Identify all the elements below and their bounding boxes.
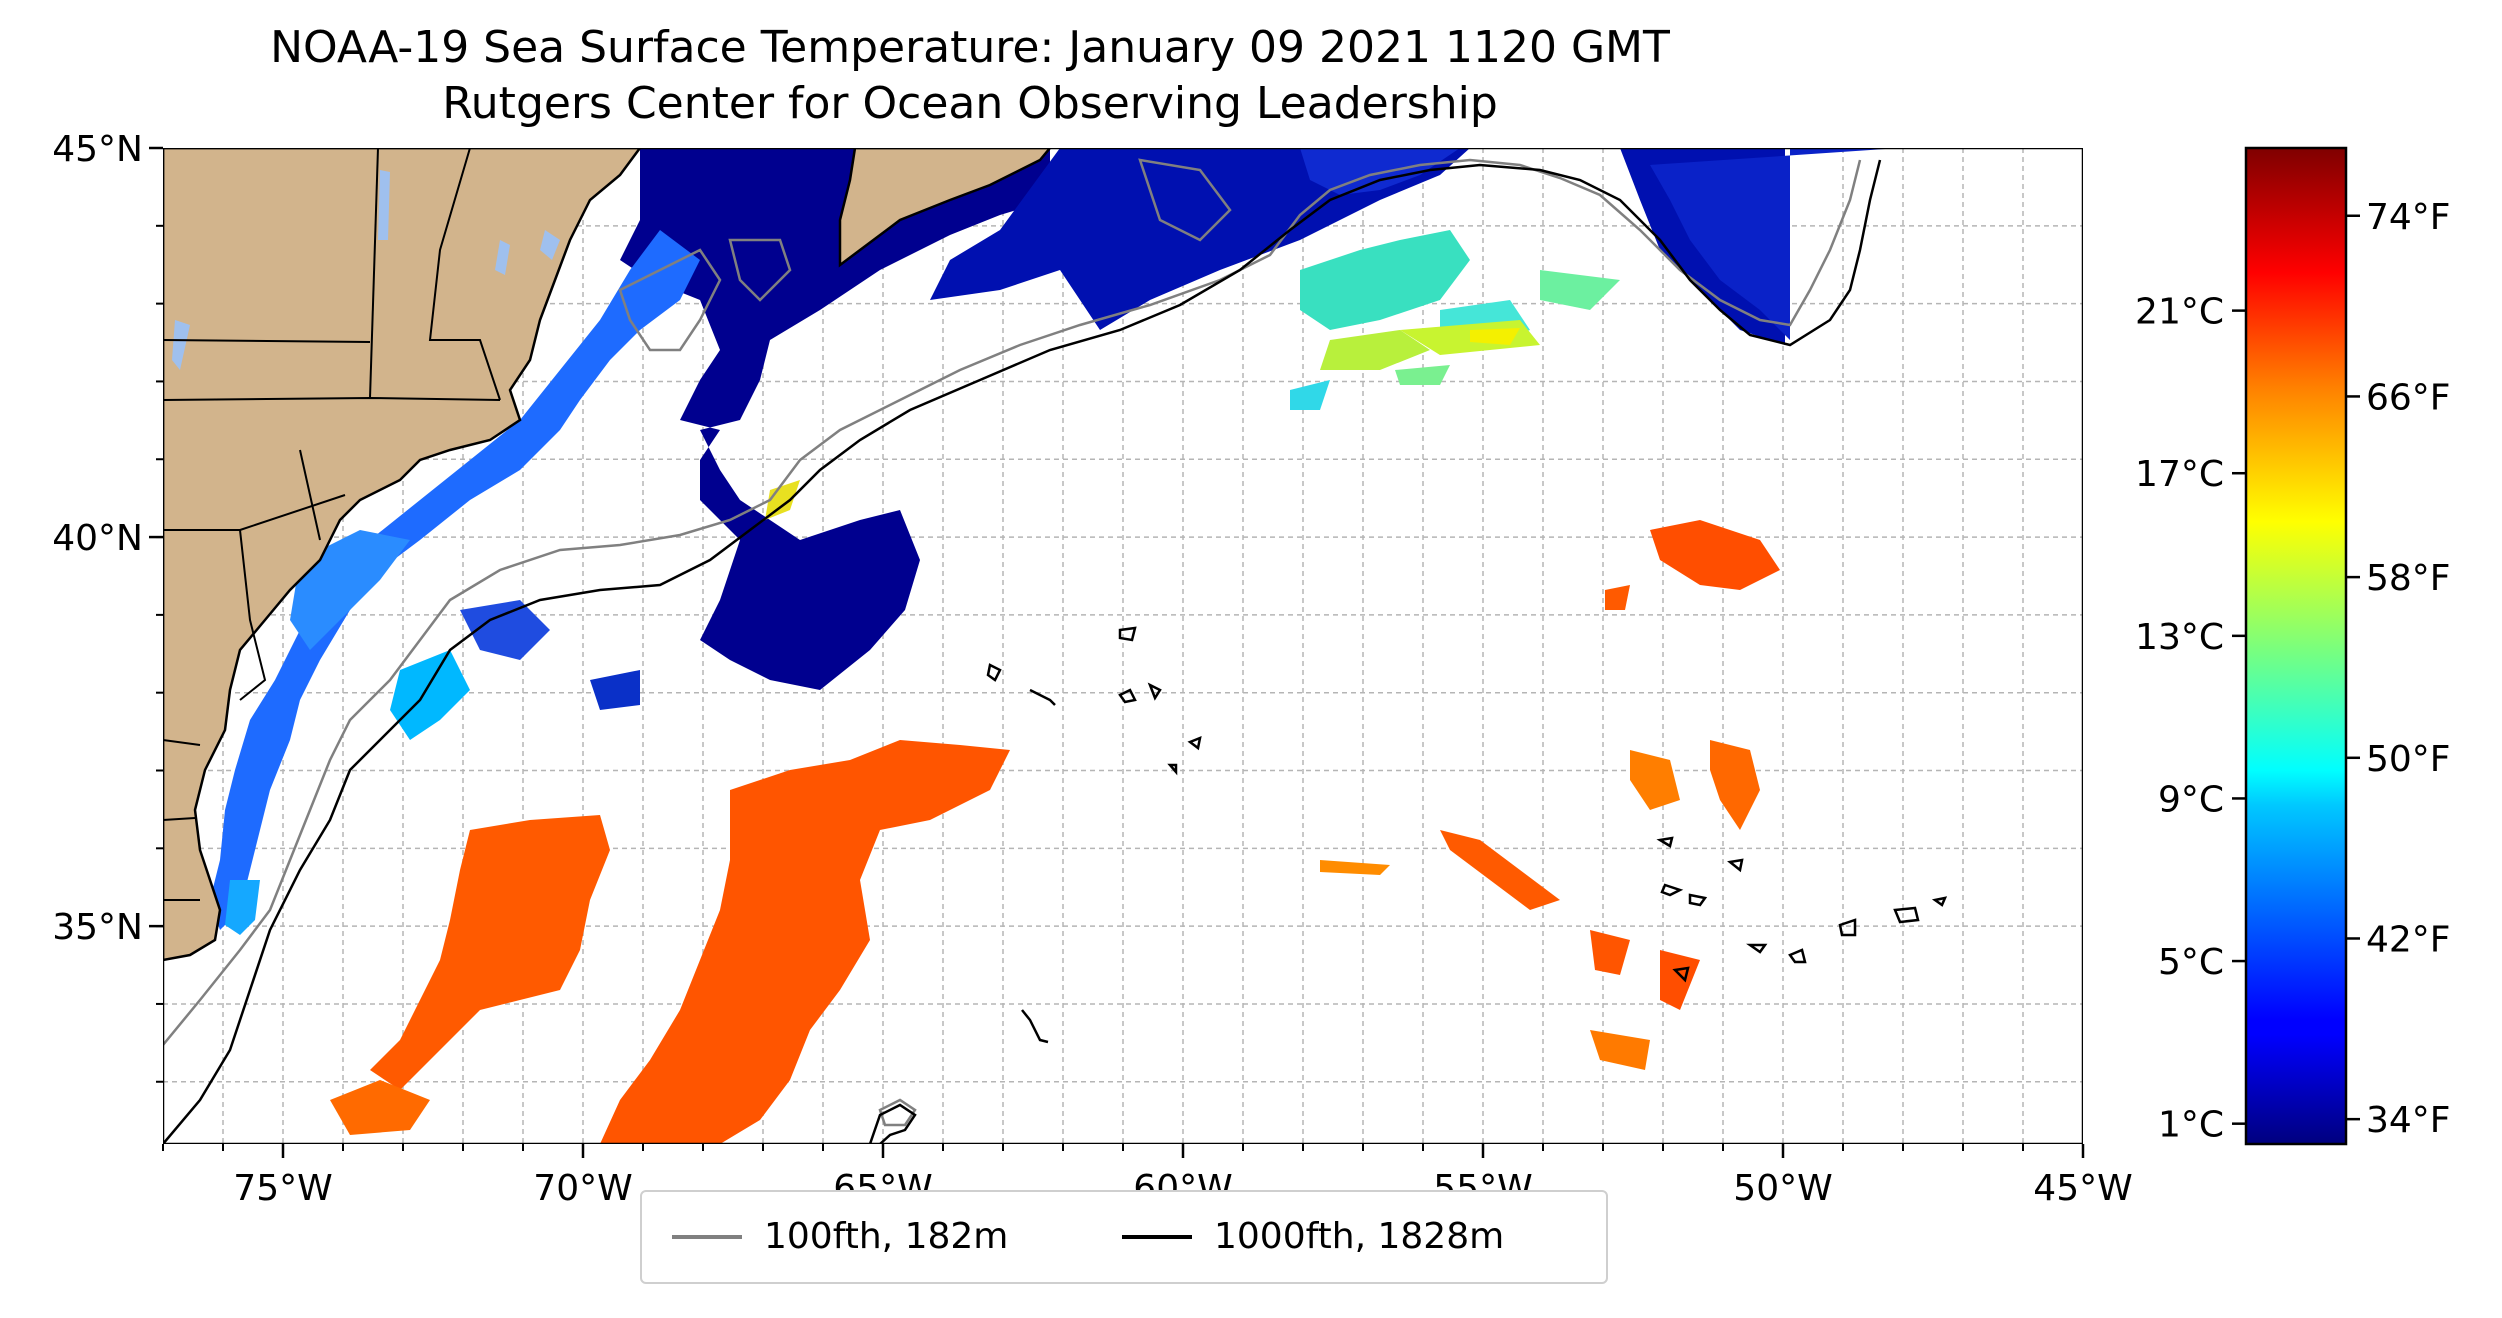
sst-warm-patch <box>1650 520 1780 590</box>
sst-mid-patch <box>1320 330 1430 370</box>
isobath-1000fth-line <box>1688 893 1708 907</box>
isobath-100fth-line <box>618 248 722 352</box>
isobath-1000fth-line <box>1660 883 1684 897</box>
lake <box>172 320 190 370</box>
colorbar-celsius-label: 9°C <box>2158 779 2224 820</box>
isobath-1000fth-line <box>1147 682 1162 701</box>
isobath-1000fth-line <box>1727 858 1744 873</box>
land-mass <box>163 148 642 962</box>
map-plot-area <box>163 148 2083 1144</box>
sst-warm-patch <box>1630 750 1680 810</box>
isobath-1000fth-line <box>986 663 1002 682</box>
lat-tick-label: 35°N <box>52 907 143 948</box>
sst-coastal-patch <box>225 880 260 935</box>
lon-tick-label: 50°W <box>1733 1168 1832 1209</box>
sst-mid-patch <box>1540 270 1620 310</box>
sst-cold-patch <box>1650 148 1900 340</box>
isobath-100fth-line <box>728 238 792 302</box>
sst-warm-patch <box>1710 740 1760 830</box>
colorbar-celsius-label: 1°C <box>2158 1105 2224 1146</box>
isobath-1000fth-line <box>1931 896 1948 907</box>
land-mass <box>838 148 1052 268</box>
inland-water <box>172 170 560 370</box>
sst-coastal-patch <box>390 650 470 740</box>
lake <box>378 170 390 240</box>
sst-warm-patch <box>370 815 610 1090</box>
lon-tick-label: 70°W <box>533 1168 632 1209</box>
lon-tick-label: 75°W <box>233 1168 332 1209</box>
isobath-1000fth-line <box>1672 966 1690 983</box>
sst-mid-patch <box>765 480 800 520</box>
isobath-1000fth-line <box>1893 906 1920 924</box>
lake <box>540 230 560 260</box>
isobath-1000fth-line <box>1746 943 1768 954</box>
isobath-100fth-line <box>878 1098 917 1127</box>
colorbar-celsius-label: 17°C <box>2135 454 2224 495</box>
lat-tick-label: 45°N <box>52 129 143 170</box>
colorbar-ticks: 1°C 5°C 9°C 13°C 17°C 21°C 34°F 42°F 50°F 58°F 66°… <box>2135 197 2450 1146</box>
colorbar-celsius-label: 13°C <box>2135 617 2224 658</box>
isobath-1000fth <box>163 159 1948 1144</box>
sst-mid-patch <box>1290 380 1330 410</box>
isobath-1000fth-line <box>1167 763 1178 776</box>
colorbar-fahrenheit-label: 58°F <box>2366 558 2451 599</box>
sst-warm-patch <box>1660 950 1700 1010</box>
sst-warm-patch <box>1590 930 1630 975</box>
land-region <box>163 148 1052 962</box>
sst-warm-patch <box>1590 1030 1650 1070</box>
isobath-1000fth-line <box>1788 948 1807 964</box>
sst-mid-patch <box>1395 365 1450 385</box>
isobath-1000fth-line <box>868 1103 917 1144</box>
sst-coastal-patch <box>210 230 700 930</box>
colorbar-celsius-label: 5°C <box>2158 942 2224 983</box>
colorbar-fahrenheit-label: 74°F <box>2366 197 2451 238</box>
sst-warm-patch <box>1320 860 1390 875</box>
isobath-100fth-line <box>163 158 1862 1046</box>
sst-warm-patch <box>1605 585 1630 610</box>
legend-swatch-1000fth <box>1122 1234 1192 1239</box>
sst-mid-patch <box>1300 230 1470 330</box>
legend-label-1000fth: 1000fth, 1828m <box>1214 1216 1505 1257</box>
legend-item-1000fth: 1000fth, 1828m <box>1122 1216 1504 1257</box>
state-borders <box>163 148 501 901</box>
isobath-1000fth-line <box>1029 688 1056 706</box>
colorbar-fahrenheit-label: 66°F <box>2366 377 2451 418</box>
isobath-1000fth-line <box>1118 626 1137 642</box>
legend-swatch-100fth <box>672 1234 742 1239</box>
colorbar <box>2244 146 2348 1146</box>
sst-warm-patch <box>600 740 1010 1144</box>
sst-warm-region <box>330 520 1780 1144</box>
isobath-100fth <box>163 158 1862 1127</box>
colorbar-celsius-label: 21°C <box>2135 292 2224 333</box>
sst-mid-region <box>765 230 1620 520</box>
title-line-2: Rutgers Center for Ocean Observing Leade… <box>442 78 1498 129</box>
sst-warm-patch <box>330 1080 430 1135</box>
sst-warm-patch <box>1440 830 1560 910</box>
colorbar-fahrenheit-label: 42°F <box>2366 919 2451 960</box>
lat-tick-label: 40°N <box>52 518 143 559</box>
isobath-1000fth-line <box>1187 735 1202 751</box>
isobath-1000fth-line <box>1838 918 1857 937</box>
legend: 100fth, 182m 1000fth, 1828m <box>640 1190 1608 1284</box>
isobath-1000fth-line <box>163 159 1882 1144</box>
sst-cold-patch <box>1300 148 1460 195</box>
title-line-1: NOAA-19 Sea Surface Temperature: January… <box>270 22 1670 73</box>
isobath-100fth-line <box>1138 158 1232 242</box>
sst-cold-patch <box>620 148 1050 690</box>
colorbar-fahrenheit-label: 50°F <box>2366 739 2451 780</box>
sst-coastal-patch <box>460 600 550 660</box>
lake <box>495 240 510 275</box>
sst-mid-patch <box>1470 328 1520 345</box>
isobath-1000fth-line <box>1656 836 1674 848</box>
lon-tick-label: 45°W <box>2033 1168 2132 1209</box>
sst-coastal-patch <box>590 670 640 710</box>
colorbar-fahrenheit-label: 34°F <box>2366 1100 2451 1141</box>
map-title: NOAA-19 Sea Surface Temperature: January… <box>0 20 1940 132</box>
isobath-1000fth-line <box>1118 688 1137 704</box>
isobath-1000fth-line <box>1021 1009 1049 1044</box>
legend-label-100fth: 100fth, 182m <box>764 1216 1009 1257</box>
legend-item-100fth: 100fth, 182m <box>672 1216 1008 1257</box>
